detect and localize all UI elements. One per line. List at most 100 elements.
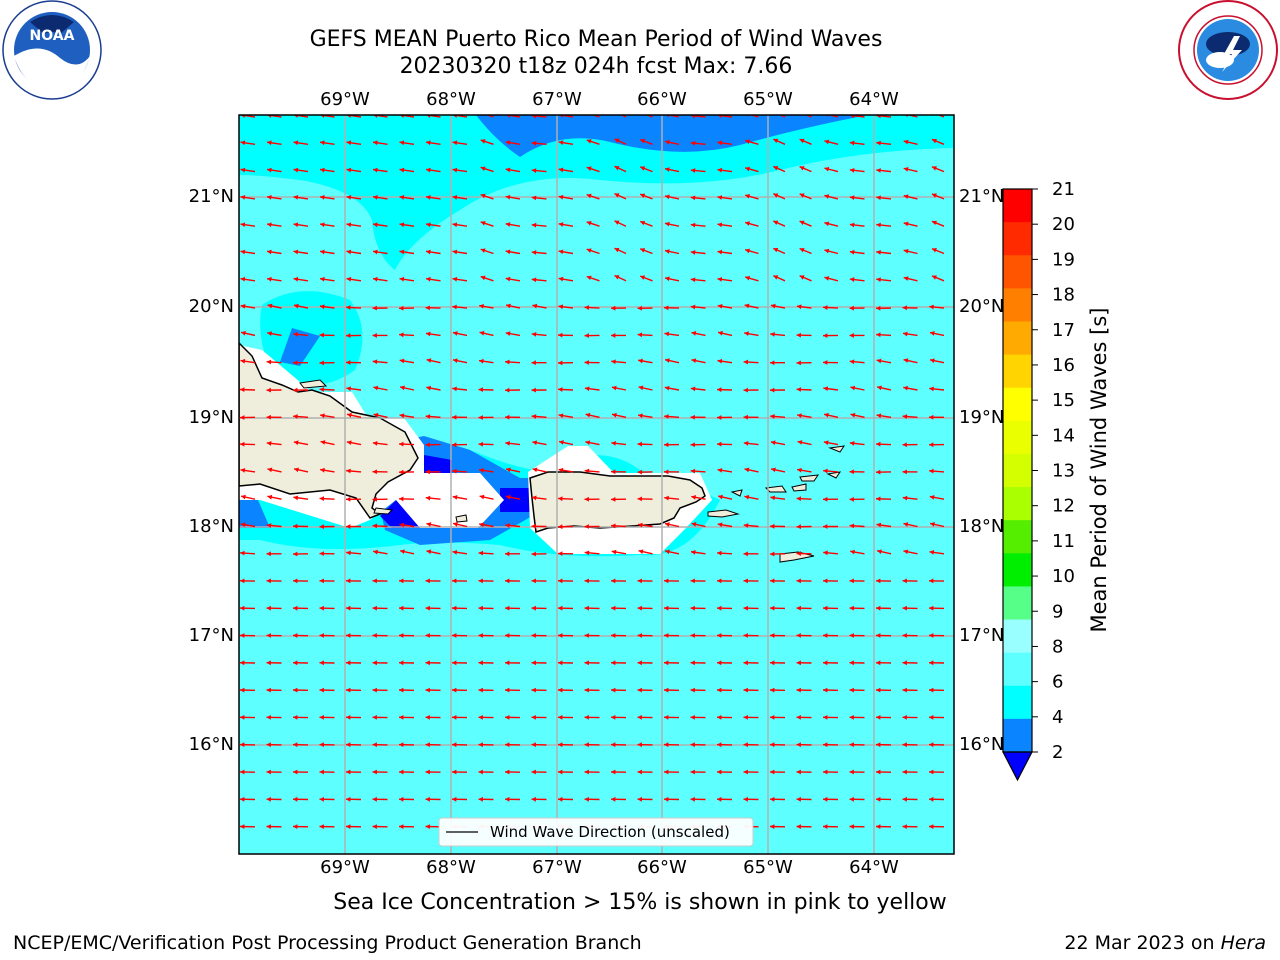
wind-wave-arrowhead [266,414,271,420]
wind-wave-arrowhead [664,167,670,172]
wind-wave-arrowhead [399,496,404,502]
wind-wave-arrowhead [293,303,299,309]
wind-wave-arrowhead [452,414,457,420]
wind-wave-arrowhead [849,115,855,119]
wind-wave-arrowhead [664,221,670,227]
wind-wave-arrowhead [240,660,245,666]
colorbar-segment [1003,520,1032,554]
wind-wave-arrowhead [796,304,802,310]
wind-wave-arrowhead [849,277,855,282]
wind-wave-arrowhead [505,331,511,337]
wind-wave-arrowhead [399,276,405,282]
wind-wave-arrowhead [240,195,246,200]
wind-wave-arrowhead [690,304,696,310]
wind-wave-arrowhead [240,550,245,556]
coordinate-label: 17°N [959,625,1005,646]
wind-wave-arrowhead [452,195,458,200]
wind-wave-arrowhead [823,824,828,829]
wind-wave-arrowhead [691,522,697,527]
wind-wave-arrowhead [373,222,378,228]
wind-wave-arrowhead [799,193,805,198]
wind-wave-arrowhead [902,742,907,748]
wind-wave-arrowhead [399,305,404,311]
wind-wave-arrowhead [637,796,642,802]
wind-wave-arrowhead [876,115,881,119]
wind-wave-arrowhead [638,358,643,364]
wind-wave-arrowhead [796,796,801,802]
wind-wave-arrowhead [929,769,934,775]
wind-wave-arrowhead [319,360,324,366]
wind-wave-arrowhead [770,769,775,775]
wind-wave-arrowhead [770,523,775,529]
wind-wave-arrowhead [293,167,299,173]
wind-wave-arrowhead [799,275,805,280]
wind-wave-arrowhead [876,522,882,528]
wind-wave-arrowhead [452,714,457,720]
wind-wave-arrowhead [346,140,352,146]
wind-wave-arrowhead [426,358,432,363]
wind-wave-arrowhead [690,633,695,638]
colorbar-segment [1003,619,1032,654]
wind-wave-arrowhead [480,221,486,226]
wind-wave-arrowhead [664,276,670,282]
wind-wave-arrowhead [346,440,352,446]
wind-wave-arrowhead [665,358,670,363]
wind-wave-arrowhead [373,249,378,255]
wind-wave-arrowhead [293,796,298,802]
wind-wave-arrowhead [399,167,405,173]
wind-wave-arrowhead [267,303,273,309]
wind-wave-arrowhead [717,550,722,556]
wind-wave-arrowhead [902,414,908,419]
wind-wave-arrowhead [505,359,510,365]
wind-wave-arrowhead [558,249,564,255]
wind-wave-arrowhead [611,305,616,311]
wind-wave-arrowhead [770,387,775,393]
wind-wave-arrowhead [611,687,616,693]
wind-wave-arrowhead [611,496,616,502]
noaa-logo-icon: NOAA [2,0,102,100]
wind-wave-arrowhead [664,194,670,200]
wind-wave-arrowhead [346,742,351,748]
wind-wave-arrowhead [718,494,723,500]
wind-wave-arrowhead [876,742,881,748]
wind-wave-arrowhead [293,387,298,393]
wind-wave-arrowhead [320,140,325,146]
wind-wave-arrowhead [640,138,646,144]
wind-wave-arrowhead [931,220,937,226]
wind-wave-arrowhead [690,578,695,584]
wind-wave-arrowhead [293,360,298,366]
wind-wave-arrowhead [399,769,404,775]
wind-wave-arrowhead [266,660,271,666]
wind-wave-arrowhead [770,687,775,693]
wind-wave-arrowhead [664,578,669,584]
wind-wave-arrowhead [823,386,829,392]
wind-wave-arrowhead [717,249,723,255]
wind-wave-arrowhead [717,167,723,173]
wind-wave-arrowhead [638,549,644,555]
wind-wave-arrowhead [717,222,723,228]
wind-wave-arrowhead [320,167,325,173]
wind-wave-arrowhead [452,660,457,666]
wind-wave-arrowhead [743,660,748,666]
wind-wave-arrowhead [745,194,751,199]
colorbar-tick-label: 19 [1052,249,1075,270]
wind-wave-arrowhead [849,824,854,829]
wind-wave-arrowhead [796,496,802,502]
wind-wave-arrowhead [929,331,935,336]
wind-wave-arrowhead [876,140,881,146]
wind-wave-arrowhead [584,468,590,474]
wind-wave-arrowhead [876,660,881,666]
wind-wave-arrowhead [717,358,723,364]
date-stamp: 22 Mar 2023 on Hera [1064,932,1266,954]
wind-wave-arrowhead [266,742,271,748]
wind-wave-arrowhead [930,522,935,527]
wind-wave-arrowhead [824,248,830,254]
wind-wave-arrowhead [531,331,537,337]
wind-wave-arrowhead [452,796,457,802]
wind-wave-arrowhead [372,440,378,446]
wind-wave-arrowhead [876,277,881,283]
wind-wave-arrowhead [505,249,511,255]
wind-wave-arrowhead [558,140,564,145]
wind-wave-arrowhead [717,522,723,528]
